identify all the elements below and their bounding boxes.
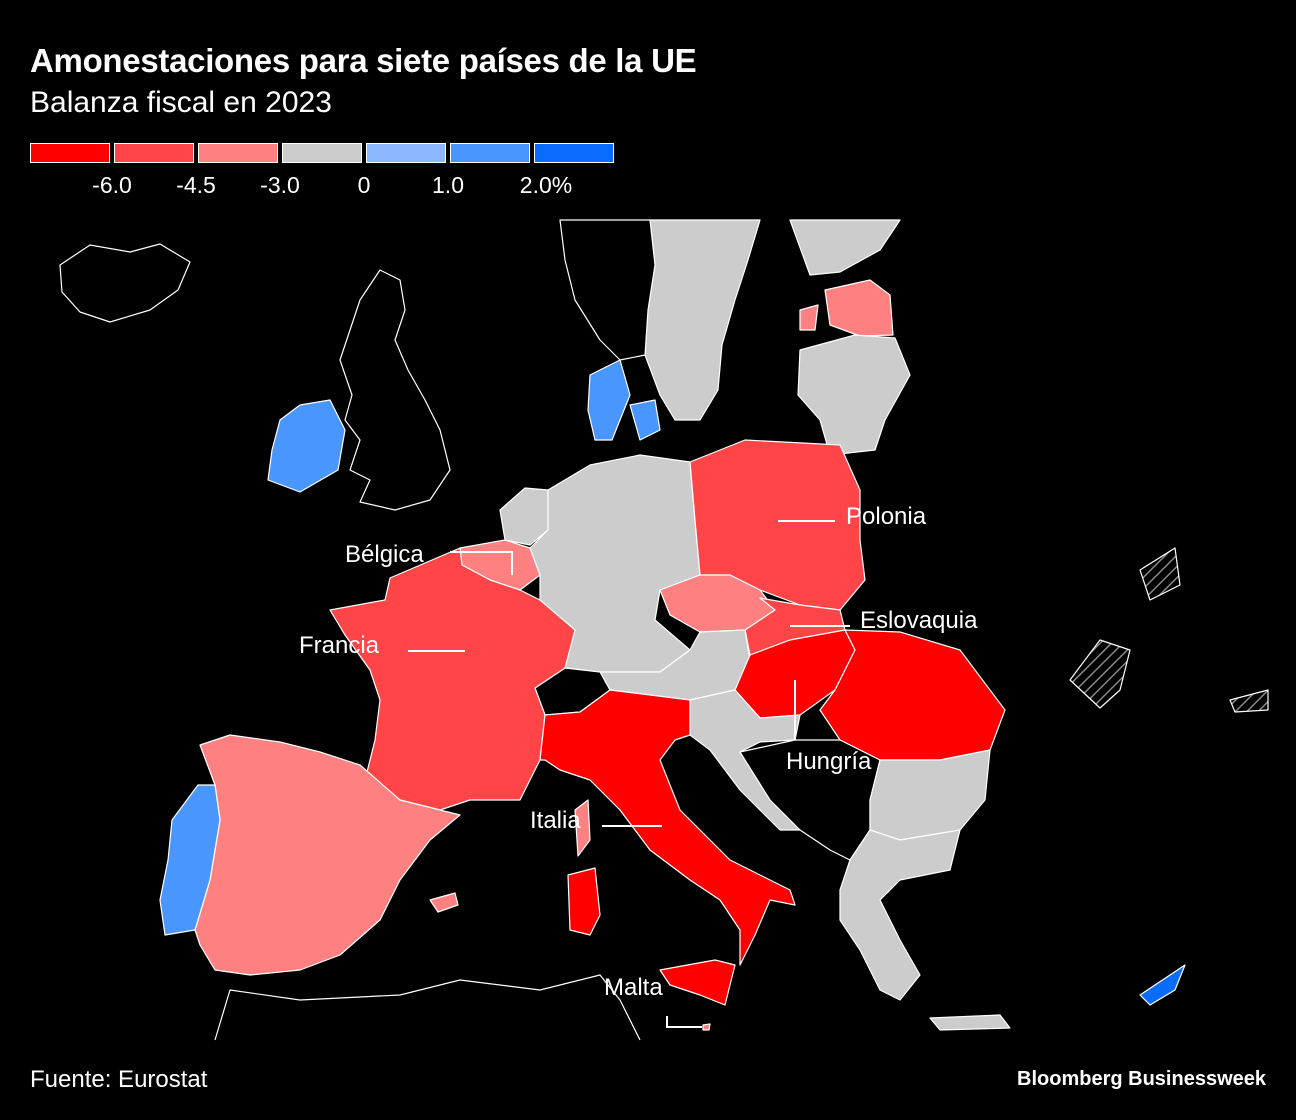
north-africa-coast (214, 974, 641, 1041)
chart-title: Amonestaciones para siete países de la U… (30, 42, 697, 79)
denmark-shape (587, 359, 631, 441)
legend-swatch-5 (366, 143, 446, 163)
legend-tick-3: -3.0 (260, 172, 300, 198)
corsica-shape (574, 799, 591, 857)
finland-shape (789, 219, 901, 276)
label-francia: Francia (299, 632, 380, 659)
balearic-shape (429, 892, 459, 913)
legend-tick-2: -4.5 (176, 172, 216, 198)
crimea-hatched-shape (1139, 547, 1181, 601)
sicily-shape (659, 959, 736, 1006)
portugal-shape (159, 784, 221, 936)
legend-swatch-2 (114, 143, 194, 163)
malta-shape (702, 1023, 711, 1031)
legend-swatch-6 (450, 143, 530, 163)
crete-shape (929, 1014, 1011, 1031)
legend-swatch-7 (534, 143, 614, 163)
greece-shape (839, 829, 961, 1001)
norway-shape (559, 219, 656, 361)
source-note: Fuente: Eurostat (30, 1066, 208, 1093)
east-hatched-shape (1229, 689, 1269, 713)
legend-swatch-3 (198, 143, 278, 163)
legend-tick-1: -6.0 (92, 172, 132, 198)
bulgaria-shape (869, 749, 991, 841)
legend-tick-labels: -6.0 -4.5 -3.0 0 1.0 2.0% (0, 172, 700, 202)
europe-map (59, 219, 1269, 1041)
estonia-shape (824, 279, 894, 337)
legend-tick-6: 2.0% (519, 172, 573, 198)
legend-tick-5: 1.0 (432, 172, 464, 198)
sardinia-shape (567, 867, 601, 936)
label-eslovaquia: Eslovaquia (860, 607, 978, 634)
zealand-shape (629, 399, 661, 441)
chart-subtitle: Balanza fiscal en 2023 (30, 86, 332, 119)
legend-swatch-1 (30, 143, 110, 163)
sweden-shape (644, 219, 761, 421)
label-hungria: Hungría (786, 748, 872, 775)
great-britain-shape (339, 269, 451, 511)
brand-logo: Bloomberg Businessweek (1017, 1068, 1266, 1090)
legend-tick-4: 0 (357, 172, 371, 198)
baltics-shape (797, 334, 911, 456)
label-malta: Malta (604, 974, 663, 1001)
label-polonia: Polonia (846, 503, 927, 530)
belgica-leader (450, 551, 513, 575)
color-legend (30, 143, 618, 163)
malta-leader (666, 1016, 702, 1028)
label-italia: Italia (530, 807, 581, 834)
ireland-shape (267, 399, 346, 493)
saaremaa-shape (799, 304, 819, 331)
legend-swatch-4 (282, 143, 362, 163)
iceland-shape (59, 243, 191, 323)
cyprus-shape (1139, 964, 1186, 1006)
label-belgica: Bélgica (345, 541, 424, 568)
italy-shape (539, 689, 796, 966)
donbas-hatched-shape (1069, 639, 1131, 709)
